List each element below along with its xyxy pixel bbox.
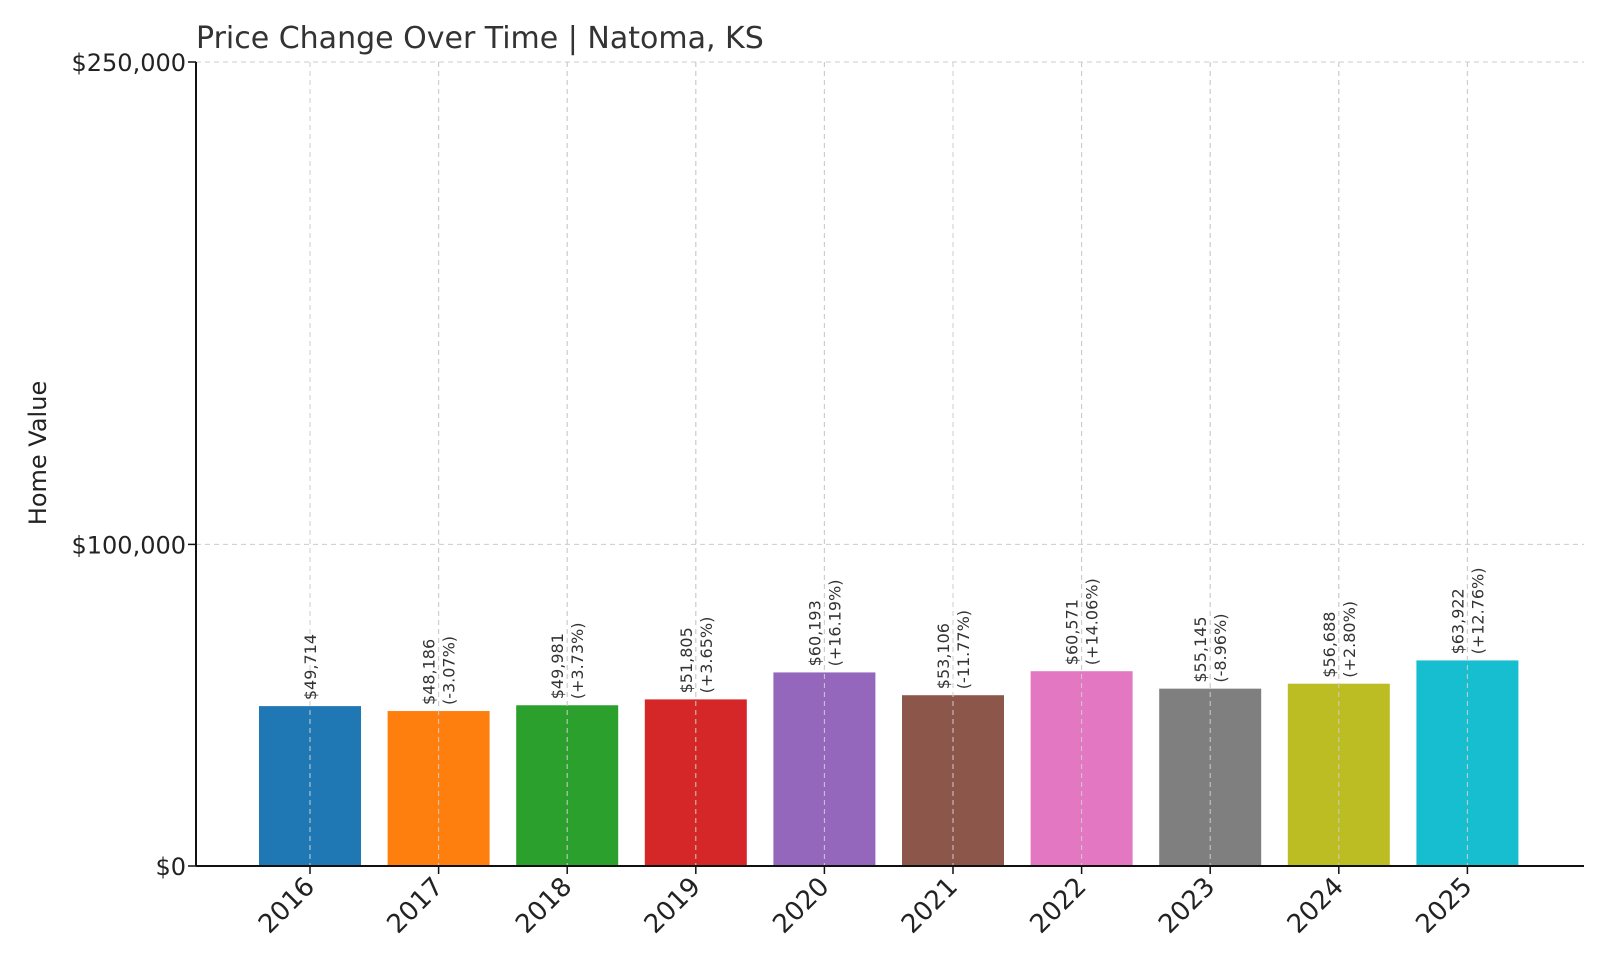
- change-label: (+3.65%): [697, 617, 716, 694]
- x-tick-label: 2023: [1153, 872, 1221, 940]
- value-label: $63,922: [1448, 588, 1467, 654]
- change-label: (+14.06%): [1083, 578, 1102, 665]
- change-label: (+3.73%): [568, 623, 587, 700]
- x-tick-label: 2019: [639, 872, 707, 940]
- change-label: (-3.07%): [440, 636, 459, 705]
- y-tick-label: $0: [155, 853, 186, 881]
- change-label: (-11.77%): [954, 610, 973, 689]
- bar: [1416, 660, 1519, 866]
- value-label: $53,106: [934, 623, 953, 689]
- value-label: $51,805: [677, 627, 696, 693]
- x-tick-label: 2024: [1282, 872, 1350, 940]
- x-tick-label: 2018: [510, 872, 578, 940]
- value-label: $49,714: [301, 634, 320, 700]
- x-tick-label: 2025: [1410, 872, 1478, 940]
- chart-title: Price Change Over Time | Natoma, KS: [196, 21, 764, 56]
- data-labels: $49,714 $48,186 (-3.07%) $49,981 (+3.73%) $51…: [301, 568, 1487, 706]
- change-label: (+2.80%): [1340, 601, 1359, 678]
- y-tick-label: $250,000: [71, 49, 186, 77]
- x-tick-label: 2020: [767, 872, 835, 940]
- x-tick-label: 2022: [1025, 872, 1093, 940]
- y-tick-label: $100,000: [71, 531, 186, 559]
- y-axis-label: Home Value: [24, 381, 52, 525]
- value-label: $60,193: [805, 600, 824, 666]
- change-label: (-8.96%): [1211, 614, 1230, 683]
- change-label: (+16.19%): [825, 580, 844, 667]
- value-label: $48,186: [420, 639, 439, 705]
- change-label: (+12.76%): [1468, 568, 1487, 655]
- x-tick-label: 2017: [382, 872, 450, 940]
- x-tick-label: 2021: [896, 872, 964, 940]
- value-label: $60,571: [1063, 599, 1082, 665]
- value-label: $56,688: [1320, 612, 1339, 678]
- bars: [259, 62, 1519, 866]
- value-label: $55,145: [1191, 616, 1210, 682]
- value-label: $49,981: [548, 633, 567, 699]
- x-tick-label: 2016: [253, 872, 321, 940]
- bar: [387, 711, 490, 866]
